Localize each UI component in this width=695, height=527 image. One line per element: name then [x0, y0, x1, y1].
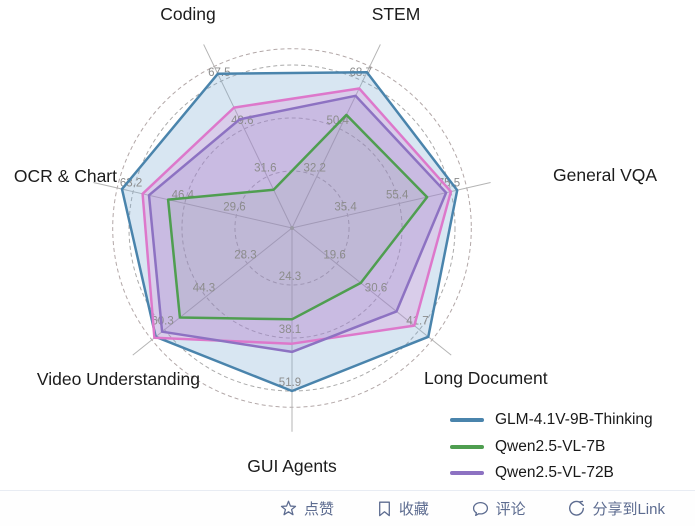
radar-chart: 31.649.667.532.250.468.735.455.475.519.6…	[14, 4, 657, 476]
series-line-GLM-4.1V-9B-Thinking	[120, 71, 459, 393]
axis-tick-label: 38.1	[279, 324, 301, 336]
series-line-Qwen2.5-VL-7B	[166, 113, 429, 321]
axis-label-video-understanding: Video Understanding	[37, 369, 200, 389]
article-action-bar: 点赞 收藏 评论 分享到Link	[0, 490, 695, 526]
favorite-button[interactable]: 收藏	[377, 498, 429, 519]
series-line-unlabeled	[141, 87, 453, 345]
series-line-Qwen2.5-VL-72B	[147, 94, 448, 354]
series-fill-Qwen2.5-VL-72B	[149, 95, 447, 352]
legend-label: GLM-4.1V-9B-Thinking	[495, 411, 653, 429]
axis-spoke-stem	[291, 44, 381, 229]
chart-legend: GLM-4.1V-9B-Thinking Qwen2.5-VL-7B Qwen2…	[450, 407, 653, 487]
axis-tick-label: 44.3	[193, 283, 215, 295]
comment-button[interactable]: 评论	[472, 498, 526, 519]
comment-label: 评论	[495, 501, 526, 518]
legend-item: Qwen2.5-VL-7B	[450, 434, 653, 461]
legend-swatch-green	[450, 444, 484, 449]
chart-center-dot	[290, 226, 294, 230]
favorite-label: 收藏	[398, 501, 429, 518]
axis-tick-label: 32.2	[304, 163, 326, 175]
legend-swatch-purple	[450, 471, 484, 476]
like-button[interactable]: 点赞	[280, 498, 334, 519]
axis-tick-label: 51.9	[279, 377, 301, 389]
axis-tick-label: 60.3	[151, 316, 173, 328]
axis-spoke-video-understanding	[132, 227, 293, 356]
axis-label-gui-agents: GUI Agents	[247, 456, 337, 476]
legend-item: GLM-4.1V-9B-Thinking	[450, 407, 653, 434]
share-button[interactable]: 分享到Link	[568, 498, 665, 519]
comment-bubble-icon	[472, 501, 489, 517]
axis-tick-label: 31.6	[254, 163, 276, 175]
share-label: 分享到Link	[592, 501, 665, 518]
axis-label-ocr-chart: OCR & Chart	[14, 166, 117, 186]
axis-tick-label: 29.6	[223, 201, 245, 213]
axis-spoke-long-document	[291, 227, 452, 356]
share-link-icon	[568, 500, 585, 517]
legend-swatch-blue	[450, 418, 484, 423]
axis-tick-label: 19.6	[323, 250, 345, 262]
axis-spoke-ocr-chart	[93, 182, 293, 229]
star-icon	[280, 500, 297, 517]
series-fill-unlabeled	[142, 88, 451, 344]
series-fill-Qwen2.5-VL-7B	[168, 114, 428, 320]
axis-label-coding: Coding	[160, 4, 215, 24]
axis-label-long-document: Long Document	[424, 368, 548, 388]
axis-tick-label: 30.6	[365, 283, 387, 295]
axis-tick-label: 41.7	[406, 316, 428, 328]
axis-tick-label: 55.4	[386, 189, 409, 201]
axis-label-general-vqa: General VQA	[553, 165, 657, 185]
legend-label: Qwen2.5-VL-7B	[495, 437, 606, 455]
legend-label: Qwen2.5-VL-72B	[495, 464, 614, 482]
axis-tick-label: 24.3	[279, 271, 301, 283]
axis-label-stem: STEM	[372, 4, 421, 24]
series-fill-GLM-4.1V-9B-Thinking	[122, 72, 458, 392]
axis-tick-label: 35.4	[334, 201, 357, 213]
bookmark-icon	[377, 501, 392, 517]
like-label: 点赞	[304, 501, 335, 518]
axis-tick-label: 28.3	[234, 250, 256, 262]
legend-item: Qwen2.5-VL-72B	[450, 460, 653, 487]
